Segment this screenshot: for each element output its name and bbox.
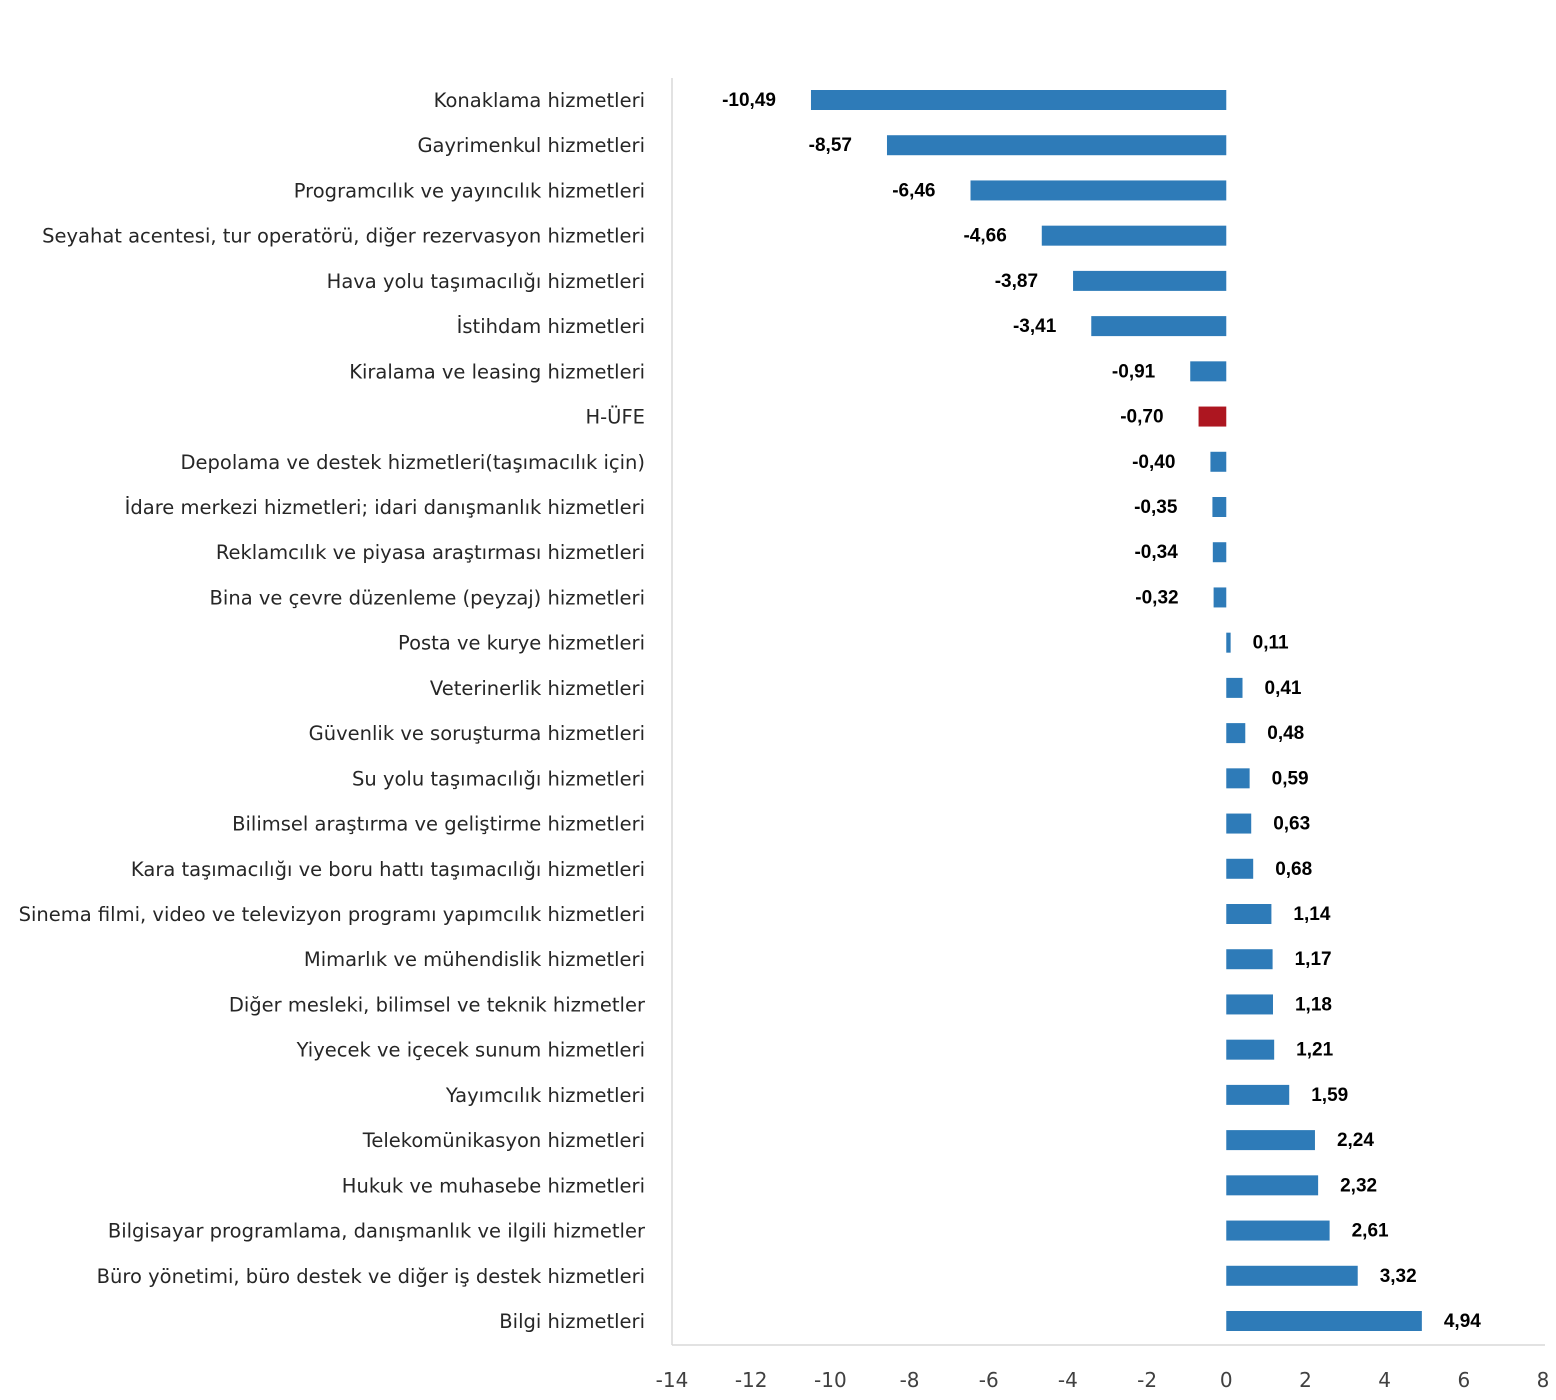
- bar: [1226, 904, 1272, 924]
- x-tick-label: -4: [1058, 1368, 1078, 1392]
- category-label: Posta ve kurye hizmetleri: [398, 632, 645, 655]
- bar: [1226, 994, 1273, 1015]
- x-tick-label: -12: [735, 1368, 768, 1392]
- category-label: Hukuk ve muhasebe hizmetleri: [342, 1174, 645, 1197]
- x-tick-label: -10: [814, 1368, 847, 1392]
- x-tick-label: 2: [1299, 1368, 1312, 1392]
- data-label: 0,63: [1273, 814, 1310, 835]
- category-label: İstihdam hizmetleri: [457, 315, 645, 338]
- category-label: H-ÜFE: [585, 406, 645, 429]
- bar: [1091, 316, 1227, 337]
- category-label: Mimarlık ve mühendislik hizmetleri: [304, 948, 645, 971]
- data-label: 3,32: [1380, 1266, 1417, 1287]
- data-label: -0,32: [1135, 587, 1178, 608]
- category-label: Yiyecek ve içecek sunum hizmetleri: [296, 1039, 645, 1062]
- bar: [1226, 677, 1243, 698]
- category-label: Seyahat acentesi, tur operatörü, diğer r…: [42, 225, 645, 248]
- category-label: Diğer mesleki, bilimsel ve teknik hizmet…: [229, 993, 646, 1016]
- data-label: -0,91: [1112, 361, 1156, 382]
- data-label: 0,68: [1275, 859, 1312, 880]
- category-label: Sinema filmi, video ve televizyon progra…: [19, 903, 645, 926]
- category-label: Telekomünikasyon hizmetleri: [362, 1129, 645, 1152]
- x-tick-label: 4: [1378, 1368, 1391, 1392]
- data-label: -6,46: [892, 180, 935, 201]
- x-tick-label: 8: [1537, 1368, 1550, 1392]
- data-label: 1,17: [1295, 949, 1332, 970]
- data-label: 0,11: [1253, 633, 1289, 654]
- bar: [1226, 813, 1252, 834]
- category-label: Bilgisayar programlama, danışmanlık ve i…: [108, 1220, 646, 1243]
- bar: [1190, 361, 1227, 382]
- data-label: -0,70: [1120, 407, 1163, 428]
- data-label: -10,49: [722, 90, 776, 111]
- category-label: Yayımcılık hizmetleri: [445, 1084, 645, 1107]
- bar: [1226, 1175, 1319, 1196]
- bar: [1213, 587, 1227, 608]
- x-tick-label: -6: [979, 1368, 999, 1392]
- category-label: Konaklama hizmetleri: [434, 89, 645, 112]
- bar: [1226, 949, 1273, 970]
- bar: [1226, 1311, 1422, 1331]
- bar: [1226, 632, 1231, 653]
- data-label: 1,14: [1293, 904, 1330, 925]
- category-label: Depolama ve destek hizmetleri(taşımacılı…: [181, 451, 645, 474]
- bar: [1210, 451, 1227, 472]
- bar: [1226, 1220, 1330, 1241]
- bar: [1226, 1039, 1275, 1060]
- category-label: Gayrimenkul hizmetleri: [417, 134, 645, 157]
- data-label: -3,87: [995, 271, 1038, 292]
- category-label: Veterinerlik hizmetleri: [430, 677, 645, 700]
- data-label: 1,59: [1311, 1085, 1348, 1106]
- bar: [1226, 1130, 1315, 1151]
- x-tick-label: 6: [1457, 1368, 1470, 1392]
- x-tick-label: -8: [900, 1368, 920, 1392]
- category-label: Bilgi hizmetleri: [499, 1310, 645, 1333]
- category-label: Bilimsel araştırma ve geliştirme hizmetl…: [232, 813, 645, 836]
- data-label: 0,59: [1272, 768, 1309, 789]
- data-label: 2,24: [1337, 1130, 1374, 1151]
- bar: [886, 135, 1227, 156]
- x-tick-label: 0: [1220, 1368, 1233, 1392]
- category-label: Su yolu taşımacılığı hizmetleri: [352, 767, 645, 790]
- data-label: 4,94: [1444, 1311, 1481, 1332]
- bar: [970, 180, 1227, 201]
- category-label: Programcılık ve yayıncılık hizmetleri: [294, 179, 645, 202]
- bar: [1226, 768, 1250, 789]
- x-tick-label: -2: [1137, 1368, 1157, 1392]
- category-label: Kiralama ve leasing hizmetleri: [349, 360, 645, 383]
- bar: [1226, 723, 1246, 744]
- data-label: 2,32: [1340, 1175, 1377, 1196]
- x-tick-label: -14: [656, 1368, 689, 1392]
- data-label: 0,41: [1265, 678, 1302, 699]
- data-label: -0,40: [1132, 452, 1175, 473]
- data-label: -0,35: [1134, 497, 1178, 518]
- data-label: -3,41: [1013, 316, 1057, 337]
- data-label: -8,57: [809, 135, 852, 156]
- data-label: 1,18: [1295, 994, 1332, 1015]
- data-label: -0,34: [1134, 542, 1178, 563]
- bar: [1226, 1084, 1290, 1105]
- category-label: Reklamcılık ve piyasa araştırması hizmet…: [216, 541, 645, 564]
- bar: [1073, 270, 1227, 291]
- bar: [1226, 858, 1254, 879]
- category-label: Büro yönetimi, büro destek ve diğer iş d…: [97, 1265, 645, 1288]
- category-label: Hava yolu taşımacılığı hizmetleri: [327, 270, 645, 293]
- bar: [1198, 406, 1227, 427]
- bar: [810, 90, 1227, 110]
- data-label: 0,48: [1267, 723, 1304, 744]
- bar: [1212, 542, 1227, 563]
- category-label: İdare merkezi hizmetleri; idari danışman…: [125, 496, 645, 519]
- data-label: 2,61: [1352, 1221, 1389, 1242]
- bar: [1041, 225, 1227, 246]
- category-label: Kara taşımacılığı ve boru hattı taşımacı…: [131, 858, 645, 881]
- data-label: 1,21: [1296, 1040, 1333, 1061]
- category-label: Bina ve çevre düzenleme (peyzaj) hizmetl…: [210, 586, 645, 609]
- bar: [1212, 497, 1227, 517]
- category-label: Güvenlik ve soruşturma hizmetleri: [309, 722, 645, 745]
- bar: [1226, 1265, 1358, 1286]
- data-label: -4,66: [963, 226, 1006, 247]
